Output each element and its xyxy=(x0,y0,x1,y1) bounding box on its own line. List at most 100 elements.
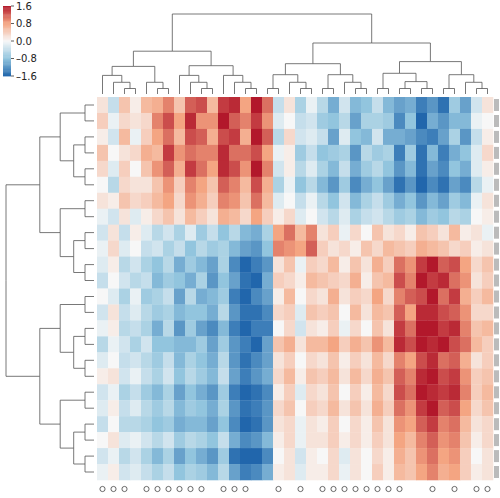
heatmap-cell xyxy=(317,304,328,320)
color-bar-tick xyxy=(11,41,14,42)
heatmap-cell xyxy=(471,177,482,193)
dendrogram-branch xyxy=(328,75,340,89)
heatmap-cell xyxy=(130,304,141,320)
heatmap-cell xyxy=(328,273,339,289)
heatmap-cell xyxy=(240,352,251,368)
heatmap-cell xyxy=(141,161,152,177)
heatmap-cell xyxy=(295,352,306,368)
heatmap-cell xyxy=(196,145,207,161)
heatmap-cell xyxy=(438,129,449,145)
heatmap-cell xyxy=(174,97,185,113)
heatmap-cell xyxy=(394,241,405,257)
heatmap-cell xyxy=(449,129,460,145)
heatmap-cell xyxy=(306,368,317,384)
heatmap-cell xyxy=(97,448,108,464)
heatmap-cell xyxy=(141,257,152,273)
heatmap-cell xyxy=(207,289,218,305)
heatmap-cell xyxy=(119,352,130,368)
heatmap-cell xyxy=(405,336,416,352)
dendrogram-branch xyxy=(306,89,312,95)
heatmap-cell xyxy=(119,464,130,480)
heatmap-cell xyxy=(350,416,361,432)
heatmap-cell xyxy=(295,273,306,289)
heatmap-cell xyxy=(284,209,295,225)
heatmap-cell xyxy=(207,464,218,480)
heatmap-cell xyxy=(207,145,218,161)
heatmap-cell xyxy=(251,432,262,448)
heatmap-cell xyxy=(295,384,306,400)
heatmap-cell xyxy=(306,352,317,368)
heatmap-cell xyxy=(460,336,471,352)
dendrogram-branch xyxy=(40,328,60,376)
heatmap-cell xyxy=(240,177,251,193)
dendrogram-branch xyxy=(133,66,154,82)
dendrogram-branch xyxy=(172,51,211,65)
heatmap-cell xyxy=(251,320,262,336)
row-label-stub xyxy=(494,147,499,159)
heatmap-cell xyxy=(229,400,240,416)
heatmap-cell xyxy=(130,209,141,225)
heatmap-cell xyxy=(229,241,240,257)
heatmap-cell xyxy=(174,464,185,480)
heatmap-cell xyxy=(251,464,262,480)
heatmap-cell xyxy=(449,177,460,193)
dendrogram-branch xyxy=(189,75,199,82)
heatmap-cell xyxy=(97,352,108,368)
heatmap-cell xyxy=(152,352,163,368)
heatmap-cell xyxy=(339,289,350,305)
heatmap-cell xyxy=(405,241,416,257)
heatmap-cell xyxy=(163,416,174,432)
heatmap-cell xyxy=(427,336,438,352)
heatmap-cell xyxy=(163,352,174,368)
heatmap-cell xyxy=(262,257,273,273)
dendrogram-branch xyxy=(133,51,172,66)
heatmap-cell xyxy=(130,368,141,384)
heatmap-cell xyxy=(460,145,471,161)
heatmap-cell xyxy=(273,368,284,384)
heatmap-cell xyxy=(383,289,394,305)
heatmap-cell xyxy=(295,336,306,352)
heatmap-cell xyxy=(306,464,317,480)
heatmap-cell xyxy=(119,113,130,129)
heatmap-cell xyxy=(328,464,339,480)
heatmap-cell xyxy=(185,145,196,161)
heatmap-cell xyxy=(339,448,350,464)
dendrogram-branch xyxy=(85,432,94,440)
heatmap-cell xyxy=(273,225,284,241)
heatmap-cell xyxy=(394,193,405,209)
row-label-stub xyxy=(494,338,499,350)
heatmap-cell xyxy=(416,273,427,289)
heatmap-cell xyxy=(383,432,394,448)
heatmap-cell xyxy=(262,400,273,416)
heatmap-cell xyxy=(372,352,383,368)
heatmap-cell xyxy=(229,161,240,177)
column-marker xyxy=(166,486,171,491)
heatmap-cell xyxy=(405,448,416,464)
heatmap-cell xyxy=(185,384,196,400)
heatmap-cell xyxy=(262,193,273,209)
heatmap-cell xyxy=(130,352,141,368)
heatmap-cell xyxy=(130,400,141,416)
heatmap-cell xyxy=(438,209,449,225)
heatmap-cell xyxy=(251,400,262,416)
heatmap-cell xyxy=(207,336,218,352)
heatmap-cell xyxy=(427,257,438,273)
heatmap-cell xyxy=(185,416,196,432)
heatmap-cell xyxy=(405,193,416,209)
chart-svg: 1.60.80.0–0.8–1.6 xyxy=(0,0,500,498)
heatmap-cell xyxy=(317,113,328,129)
heatmap-cell xyxy=(449,257,460,273)
heatmap-cell xyxy=(240,304,251,320)
heatmap-cell xyxy=(306,161,317,177)
heatmap-cell xyxy=(438,225,449,241)
dendrogram-branch xyxy=(155,82,163,88)
heatmap-cell xyxy=(416,384,427,400)
dendrogram-branch xyxy=(199,82,207,88)
dendrogram-branch xyxy=(466,82,474,94)
heatmap-cell xyxy=(405,384,416,400)
row-label-stub xyxy=(494,227,499,239)
heatmap-cell xyxy=(218,416,229,432)
heatmap-cell xyxy=(372,113,383,129)
column-marker xyxy=(397,486,402,491)
heatmap-cell xyxy=(339,241,350,257)
